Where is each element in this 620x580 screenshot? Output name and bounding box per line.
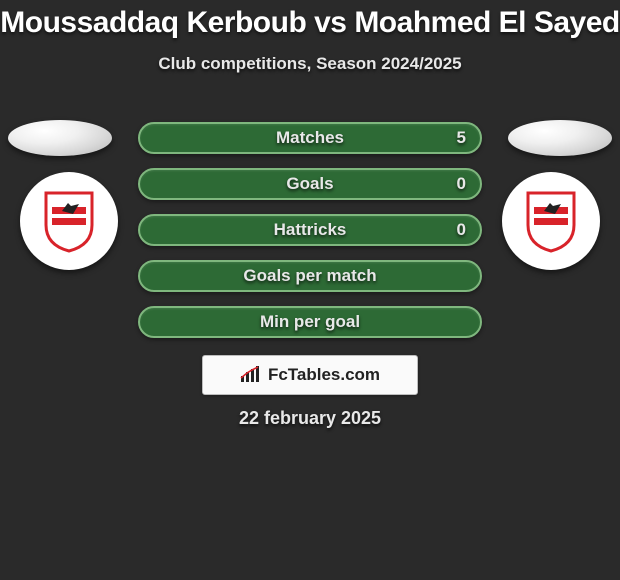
stat-pill-hattricks: Hattricks 0 xyxy=(138,214,482,246)
stat-value: 5 xyxy=(457,128,466,148)
page-title: Moussaddaq Kerboub vs Moahmed El Sayed xyxy=(0,0,620,40)
stat-pill-min-per-goal: Min per goal xyxy=(138,306,482,338)
subtitle: Club competitions, Season 2024/2025 xyxy=(0,54,620,74)
shield-icon xyxy=(42,189,96,253)
stat-pill-matches: Matches 5 xyxy=(138,122,482,154)
shield-icon xyxy=(524,189,578,253)
bar-chart-icon xyxy=(240,366,262,384)
stat-pill-goals-per-match: Goals per match xyxy=(138,260,482,292)
stat-value: 0 xyxy=(457,174,466,194)
stat-rows: Matches 5 Goals 0 Hattricks 0 Goals per … xyxy=(138,122,482,352)
footer-date: 22 february 2025 xyxy=(0,408,620,429)
stat-label: Matches xyxy=(276,128,344,148)
branding-text: FcTables.com xyxy=(268,365,380,385)
stat-label: Goals per match xyxy=(243,266,376,286)
stat-label: Hattricks xyxy=(274,220,347,240)
stat-value: 0 xyxy=(457,220,466,240)
branding-box: FcTables.com xyxy=(202,355,418,395)
player-photo-left xyxy=(8,120,112,156)
club-badge-right xyxy=(502,172,600,270)
stat-label: Min per goal xyxy=(260,312,360,332)
club-badge-left xyxy=(20,172,118,270)
stat-label: Goals xyxy=(286,174,333,194)
stat-pill-goals: Goals 0 xyxy=(138,168,482,200)
player-photo-right xyxy=(508,120,612,156)
